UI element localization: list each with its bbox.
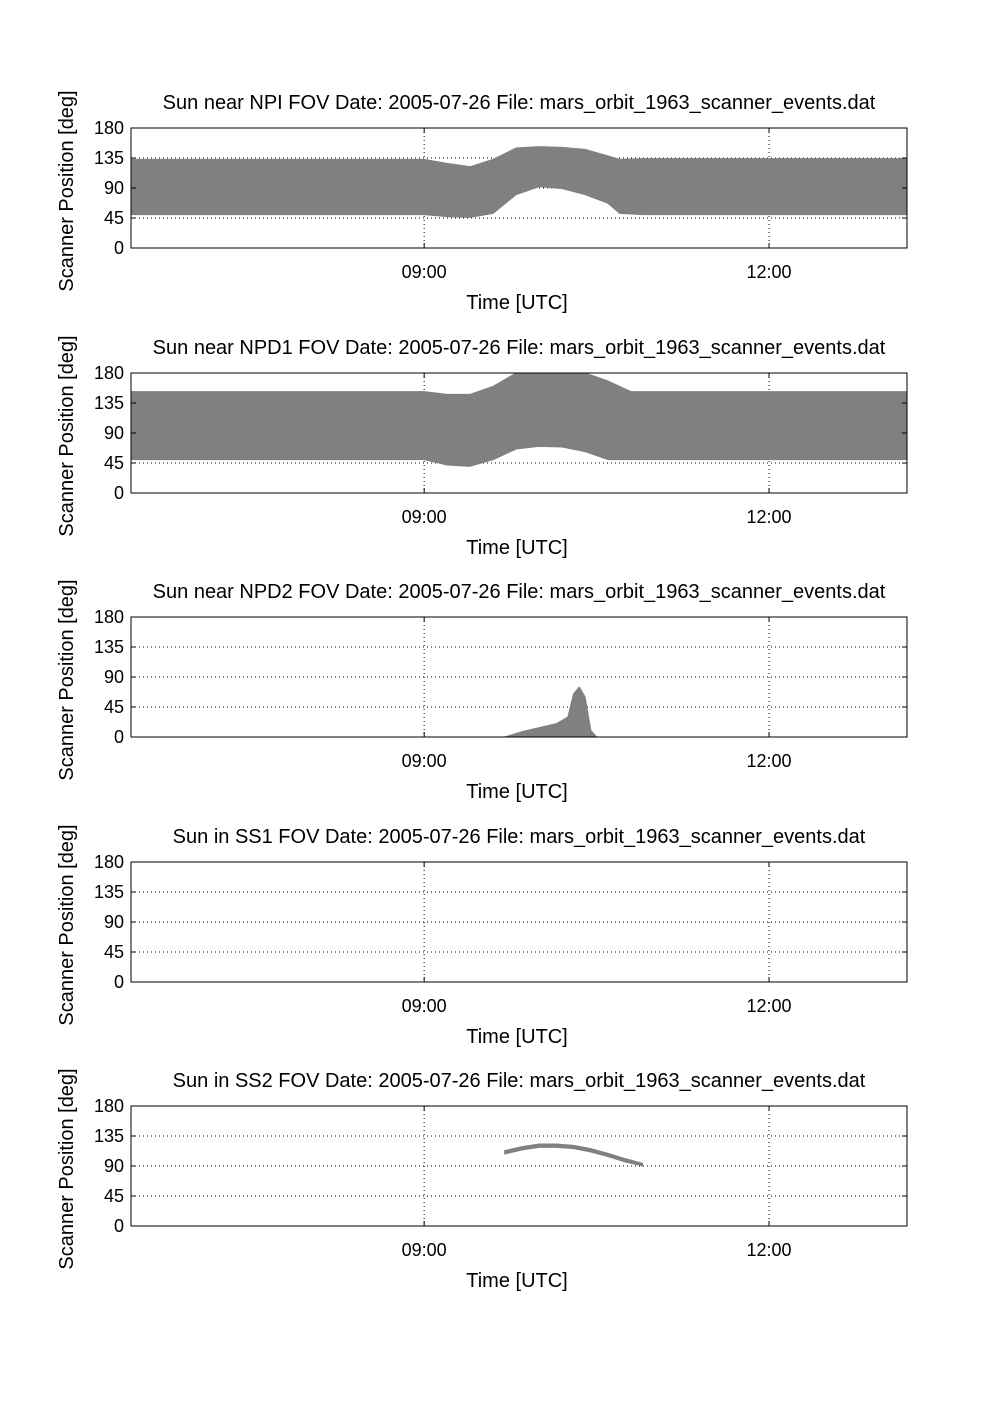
y-axis-label: Scanner Position [deg] <box>56 579 78 780</box>
x-axis-label: Time [UTC] <box>466 1026 567 1048</box>
chart-title: Sun near NPI FOV Date: 2005-07-26 File: … <box>163 92 876 114</box>
x-axis-label: Time [UTC] <box>466 1270 567 1292</box>
y-tick-label: 180 <box>94 118 124 138</box>
y-tick-label: 180 <box>94 363 124 383</box>
x-tick-label: 09:00 <box>402 1240 447 1260</box>
y-tick-label: 45 <box>104 208 124 228</box>
x-tick-label: 09:00 <box>402 507 447 527</box>
x-tick-label: 12:00 <box>747 262 792 282</box>
y-tick-label: 135 <box>94 393 124 413</box>
y-axis-label: Scanner Position [deg] <box>56 335 78 536</box>
data-area-1 <box>130 372 908 467</box>
data-area-1 <box>504 1143 644 1167</box>
x-tick-label: 12:00 <box>747 1240 792 1260</box>
y-tick-label: 0 <box>114 1216 124 1236</box>
x-axis-label: Time [UTC] <box>466 781 567 803</box>
y-tick-label: 45 <box>104 453 124 473</box>
y-tick-label: 90 <box>104 1156 124 1176</box>
chart-title: Sun in SS1 FOV Date: 2005-07-26 File: ma… <box>173 826 866 848</box>
x-axis-label: Time [UTC] <box>466 537 567 559</box>
y-tick-label: 0 <box>114 972 124 992</box>
y-tick-label: 90 <box>104 423 124 443</box>
y-tick-label: 0 <box>114 727 124 747</box>
chart-panel-5: Sun in SS2 FOV Date: 2005-07-26 File: ma… <box>56 1068 908 1292</box>
y-tick-label: 45 <box>104 942 124 962</box>
chart-title: Sun in SS2 FOV Date: 2005-07-26 File: ma… <box>173 1070 866 1092</box>
y-tick-label: 135 <box>94 148 124 168</box>
x-tick-label: 12:00 <box>747 996 792 1016</box>
y-tick-label: 0 <box>114 238 124 258</box>
chart-panel-1: Sun near NPI FOV Date: 2005-07-26 File: … <box>56 90 908 314</box>
y-tick-label: 180 <box>94 607 124 627</box>
y-axis-label: Scanner Position [deg] <box>56 824 78 1025</box>
x-tick-label: 12:00 <box>747 507 792 527</box>
y-tick-label: 180 <box>94 1096 124 1116</box>
chart-title: Sun near NPD1 FOV Date: 2005-07-26 File:… <box>153 337 886 359</box>
x-tick-label: 09:00 <box>402 996 447 1016</box>
x-tick-label: 09:00 <box>402 751 447 771</box>
chart-panel-3: Sun near NPD2 FOV Date: 2005-07-26 File:… <box>56 579 908 803</box>
data-area-1 <box>504 686 598 738</box>
y-axis-label: Scanner Position [deg] <box>56 90 78 291</box>
y-tick-label: 45 <box>104 697 124 717</box>
x-tick-label: 12:00 <box>747 751 792 771</box>
data-area-1 <box>130 146 908 218</box>
chart-title: Sun near NPD2 FOV Date: 2005-07-26 File:… <box>153 581 886 603</box>
y-axis-label: Scanner Position [deg] <box>56 1068 78 1269</box>
y-tick-label: 45 <box>104 1186 124 1206</box>
y-tick-label: 90 <box>104 178 124 198</box>
y-tick-label: 90 <box>104 912 124 932</box>
y-tick-label: 135 <box>94 637 124 657</box>
chart-panel-4: Sun in SS1 FOV Date: 2005-07-26 File: ma… <box>56 824 908 1048</box>
x-axis-label: Time [UTC] <box>466 292 567 314</box>
y-tick-label: 0 <box>114 483 124 503</box>
y-tick-label: 180 <box>94 852 124 872</box>
x-tick-label: 09:00 <box>402 262 447 282</box>
y-tick-label: 135 <box>94 882 124 902</box>
y-tick-label: 135 <box>94 1126 124 1146</box>
y-tick-label: 90 <box>104 667 124 687</box>
chart-panel-2: Sun near NPD1 FOV Date: 2005-07-26 File:… <box>56 335 908 559</box>
